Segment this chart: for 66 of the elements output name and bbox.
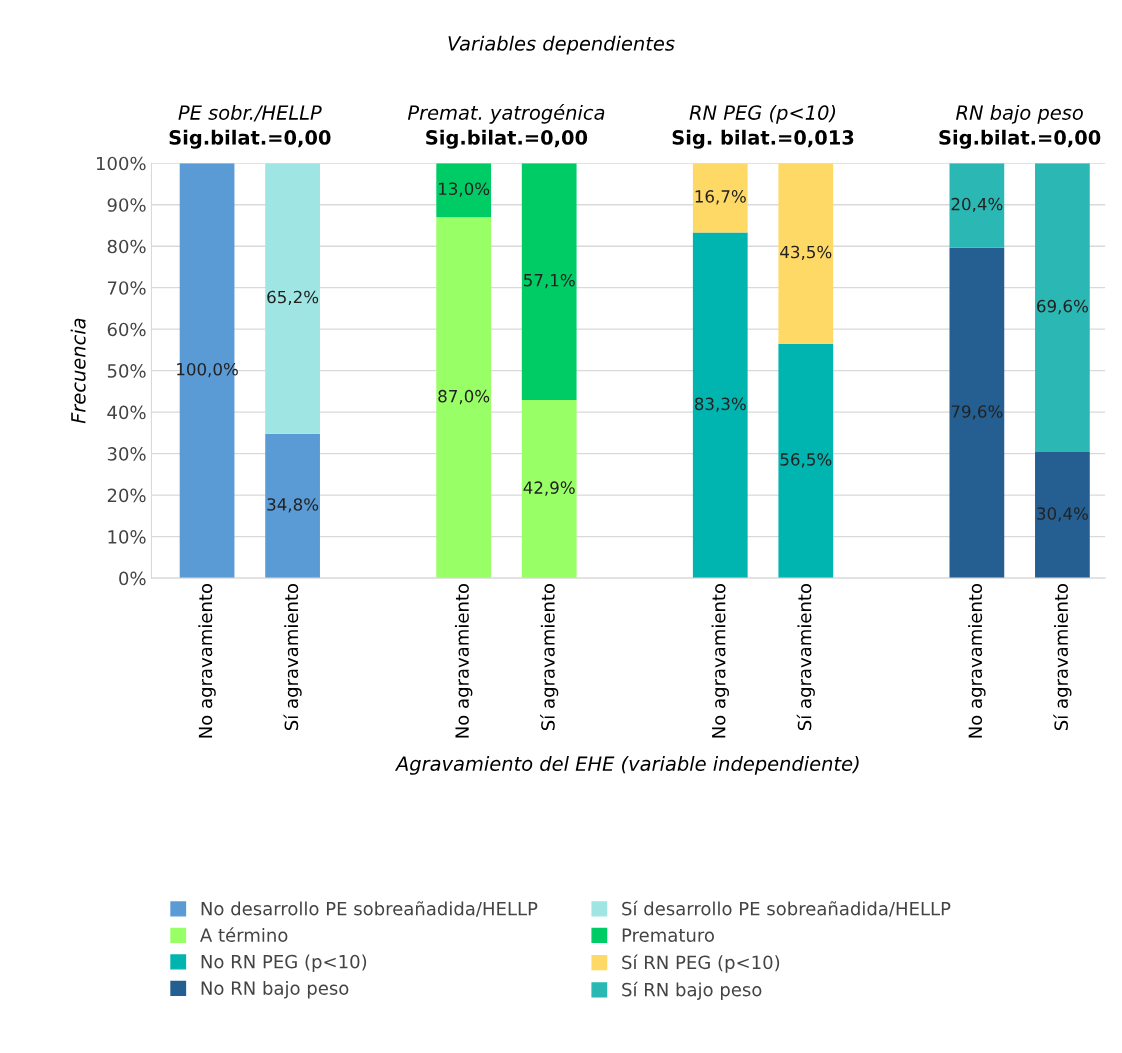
bar	[778, 343, 834, 579]
chart-title: Variables dependientes	[448, 35, 675, 55]
y-tick-label: 100%	[96, 156, 146, 171]
legend-label: Prematuro	[622, 928, 714, 942]
bar	[1035, 163, 1090, 452]
bar	[778, 163, 834, 344]
y-tick-label: 80%	[107, 239, 146, 254]
data-label: 42,9%	[523, 481, 575, 496]
data-label: 34,8%	[267, 498, 319, 513]
bar	[949, 163, 1005, 248]
bar	[436, 217, 492, 579]
data-label: 57,1%	[524, 273, 575, 289]
text: Premat. yatrogénica	[407, 104, 605, 124]
data-label: 65,2%	[267, 290, 319, 305]
y-tick-label: 30%	[107, 447, 146, 461]
legend-label: No desarrollo PE sobreañadida/HELLP	[201, 901, 538, 917]
data-label: 13,0%	[439, 182, 490, 197]
y-tick-label: 90%	[107, 198, 146, 212]
bar	[1035, 451, 1090, 579]
data-label: 56,5%	[780, 453, 832, 468]
x-tick-label: Sí agravamiento	[796, 583, 815, 731]
x-tick-label: Sí agravamiento	[283, 583, 302, 731]
bar	[692, 163, 748, 233]
data-label: 43,5%	[780, 245, 832, 260]
data-label: 87,0%	[438, 389, 490, 405]
x-tick-label: No agravamiento	[711, 583, 730, 738]
y-tick-label: 40%	[107, 405, 146, 420]
text: RN PEG (p<10)	[689, 104, 836, 124]
x-tick-label: No agravamiento	[454, 583, 473, 738]
data-label: 20,4%	[951, 197, 1003, 213]
text: Sig.bilat.=0,00	[426, 129, 588, 149]
bar	[949, 247, 1005, 579]
bar	[692, 232, 748, 579]
legend-label: Sí desarrollo PE sobreañadida/HELLP	[622, 900, 951, 917]
legend-label: A término	[200, 927, 288, 942]
y-tick-label: 50%	[107, 364, 146, 378]
y-tick-label: 10%	[108, 530, 146, 544]
y-tick-label: 70%	[107, 281, 146, 295]
y-axis-title: Frecuencia	[70, 318, 86, 424]
x-tick-label: No agravamiento	[198, 583, 216, 738]
x-tick-label: No agravamiento	[968, 583, 986, 738]
data-label: 16,7%	[695, 190, 746, 205]
text: PE sobr./HELLP	[178, 104, 322, 122]
text: Sig. bilat.=0,013	[672, 129, 854, 149]
bar	[436, 163, 492, 218]
bar	[521, 400, 577, 579]
text: Sig.bilat.=0,00	[169, 129, 331, 149]
data-label: 69,6%	[1037, 299, 1088, 315]
bar	[521, 163, 577, 401]
text: RN bajo peso	[956, 104, 1083, 124]
legend-label: No RN bajo peso	[201, 980, 349, 999]
y-tick-label: 60%	[107, 322, 146, 337]
x-tick-label: Sí agravamiento	[540, 583, 559, 731]
legend-label: Sí RN PEG (p<10)	[622, 954, 780, 973]
data-label: 79,6%	[951, 405, 1003, 420]
x-axis-title: Agravamiento del EHE (variable independiente)	[394, 755, 859, 775]
x-tick-label: Sí agravamiento	[1053, 583, 1072, 731]
text: Sig.bilat.=0,00	[939, 129, 1101, 149]
bar	[265, 163, 320, 434]
y-tick-label: 20%	[107, 488, 146, 503]
data-label: 83,3%	[694, 397, 746, 412]
y-tick-label: 0%	[119, 571, 146, 586]
legend-label: Sí RN bajo peso	[622, 981, 762, 1000]
legend-label: No RN PEG (p<10)	[201, 954, 367, 972]
bar	[265, 433, 320, 579]
data-label: 30,4%	[1037, 507, 1088, 522]
